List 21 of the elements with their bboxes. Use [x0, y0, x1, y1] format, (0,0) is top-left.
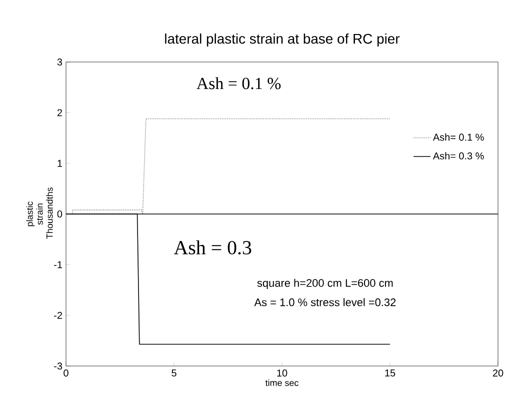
y-tick-label: -2 [54, 312, 62, 319]
annotation: Ash = 0.1 % [196, 77, 281, 90]
annotation: Ash = 0.3 [174, 240, 252, 254]
x-tick-label: 20 [492, 370, 504, 377]
chart-title: lateral plastic strain at base of RC pier [165, 34, 400, 46]
x-tick-label: 10 [277, 370, 288, 377]
x-tick-label: 5 [172, 370, 176, 376]
annotation: square h=200 cm L=600 cm [257, 278, 393, 290]
legend-label: Ash= 0.1 % [432, 133, 484, 141]
y-tick-label: -1 [54, 261, 62, 268]
y-tick-label: 1 [58, 160, 62, 167]
y-tick-label: 2 [57, 109, 62, 116]
y-axis-title: plastic strain Thousandths [26, 187, 53, 239]
x-axis-title: time sec [265, 379, 298, 386]
y-tick-label: 0 [57, 210, 62, 218]
y-tick-label: 3 [57, 58, 62, 66]
x-tick-label: 0 [64, 370, 68, 377]
y-tick-label: -3 [54, 362, 62, 370]
legend-label: Ash= 0.3 % [432, 152, 484, 160]
x-tick-label: 15 [385, 370, 396, 376]
annotation: As = 1.0 % stress level =0.32 [254, 298, 396, 306]
